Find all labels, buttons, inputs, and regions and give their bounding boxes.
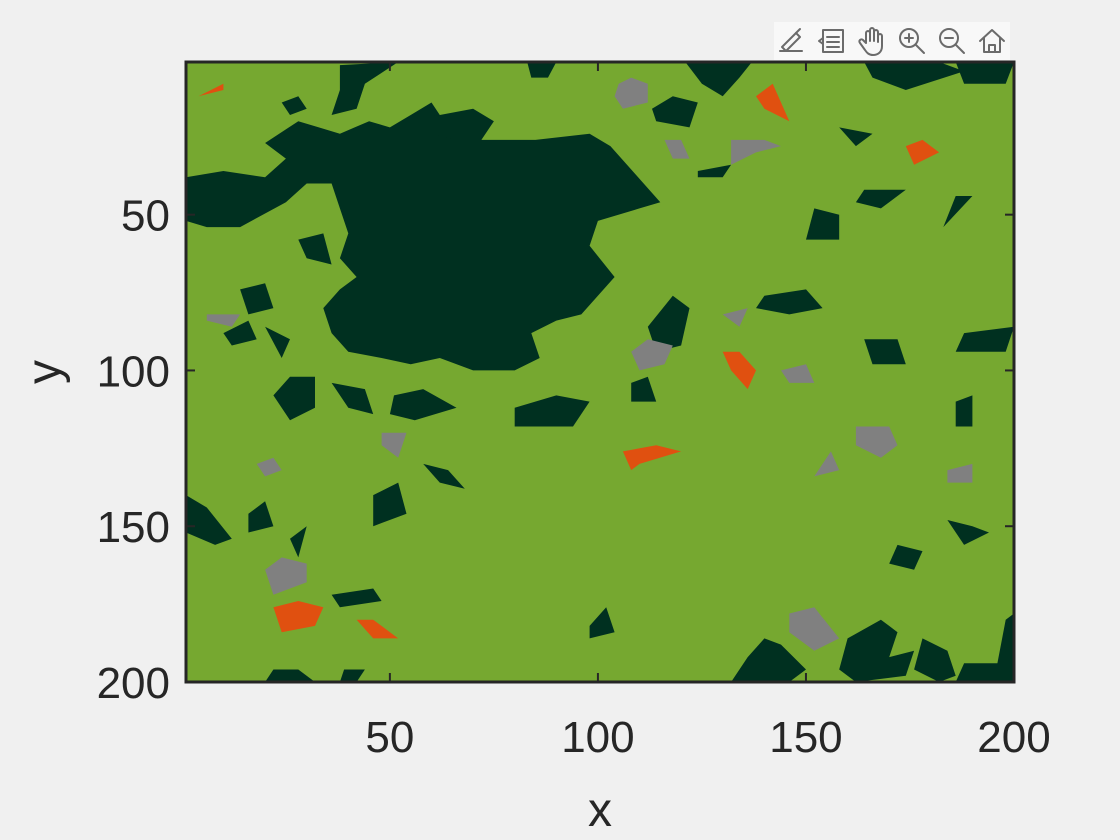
x-axis-label: x bbox=[588, 784, 612, 837]
region-gray-56 bbox=[789, 607, 840, 651]
region-dark-19 bbox=[756, 289, 823, 315]
region-orange-60 bbox=[722, 351, 756, 390]
region-dark-15 bbox=[240, 283, 274, 315]
region-gray-48 bbox=[631, 339, 673, 371]
region-dark-30 bbox=[186, 495, 232, 545]
y-tick-label-200: 200 bbox=[97, 659, 170, 708]
region-gray-54 bbox=[256, 457, 282, 477]
region-dark-11 bbox=[855, 189, 906, 209]
y-tick-label-50: 50 bbox=[121, 192, 170, 241]
y-tick-label-150: 150 bbox=[97, 503, 170, 552]
region-orange-58 bbox=[756, 83, 790, 122]
region-dark-20 bbox=[864, 339, 906, 365]
pan-icon[interactable] bbox=[854, 23, 890, 59]
region-gray-44 bbox=[664, 139, 690, 159]
region-dark-28 bbox=[423, 463, 465, 489]
heatmap-regions bbox=[186, 62, 1014, 682]
region-gray-43 bbox=[614, 77, 648, 109]
tick-labels: 50 100 150 200 50 100 150 200 bbox=[97, 192, 1051, 762]
region-dark-14 bbox=[298, 233, 332, 265]
region-dark-23 bbox=[331, 382, 374, 415]
x-tick-label-100: 100 bbox=[561, 713, 634, 762]
region-dark-3 bbox=[281, 96, 307, 115]
x-tick-label-200: 200 bbox=[977, 713, 1050, 762]
region-dark-38 bbox=[839, 619, 915, 682]
region-dark-40 bbox=[955, 613, 1014, 682]
region-dark-32 bbox=[290, 526, 307, 558]
region-dark-22 bbox=[273, 376, 315, 421]
region-orange-57 bbox=[198, 83, 224, 97]
region-dark-26 bbox=[631, 376, 657, 402]
region-dark-10 bbox=[697, 164, 732, 178]
region-gray-50 bbox=[855, 426, 898, 458]
region-dark-25 bbox=[514, 395, 590, 427]
region-dark-4 bbox=[527, 62, 557, 78]
region-dark-12 bbox=[943, 196, 973, 228]
x-tick-label-150: 150 bbox=[769, 713, 842, 762]
region-dark-21 bbox=[955, 326, 1014, 352]
region-dark-34 bbox=[889, 544, 923, 570]
zoom-in-icon[interactable] bbox=[894, 23, 930, 59]
region-dark-16 bbox=[223, 320, 257, 346]
region-gray-51 bbox=[381, 432, 407, 458]
region-dark-24 bbox=[389, 389, 457, 421]
region-dark-17 bbox=[265, 326, 290, 358]
region-dark-13 bbox=[806, 208, 840, 240]
region-dark-35 bbox=[331, 588, 382, 608]
region-dark-1 bbox=[331, 62, 399, 115]
region-dark-2 bbox=[431, 115, 474, 140]
region-dark-31 bbox=[248, 501, 274, 533]
region-gray-55 bbox=[265, 557, 307, 595]
region-dark-7 bbox=[864, 62, 965, 90]
region-dark-6 bbox=[652, 96, 698, 128]
axes-toolbar bbox=[774, 22, 1010, 60]
region-dark-39 bbox=[914, 638, 956, 682]
region-dark-5 bbox=[685, 62, 752, 97]
region-dark-0 bbox=[186, 102, 661, 371]
region-dark-8 bbox=[955, 62, 1014, 84]
region-gray-52 bbox=[814, 451, 840, 477]
y-axis-label: y bbox=[18, 360, 71, 384]
region-orange-63 bbox=[356, 619, 399, 639]
home-icon[interactable] bbox=[974, 23, 1010, 59]
region-orange-61 bbox=[622, 445, 682, 471]
region-gray-45 bbox=[731, 139, 781, 165]
region-orange-59 bbox=[905, 139, 940, 165]
x-tick-label-50: 50 bbox=[365, 713, 414, 762]
zoom-out-icon[interactable] bbox=[934, 23, 970, 59]
y-tick-label-100: 100 bbox=[97, 347, 170, 396]
region-dark-41 bbox=[265, 669, 315, 682]
region-dark-18 bbox=[647, 295, 690, 352]
region-dark-27 bbox=[955, 395, 973, 427]
region-gray-47 bbox=[722, 308, 748, 327]
region-gray-46 bbox=[206, 314, 241, 327]
axes-box bbox=[184, 60, 1016, 684]
data-tips-icon[interactable] bbox=[814, 23, 850, 59]
export-icon[interactable] bbox=[774, 23, 810, 59]
region-gray-53 bbox=[947, 463, 973, 483]
region-dark-42 bbox=[339, 669, 365, 682]
region-dark-37 bbox=[731, 638, 806, 682]
region-orange-62 bbox=[273, 601, 324, 633]
region-dark-36 bbox=[589, 607, 615, 639]
region-gray-49 bbox=[781, 364, 815, 383]
region-dark-29 bbox=[373, 482, 407, 527]
region-dark-33 bbox=[947, 520, 989, 545]
region-dark-9 bbox=[839, 127, 873, 147]
